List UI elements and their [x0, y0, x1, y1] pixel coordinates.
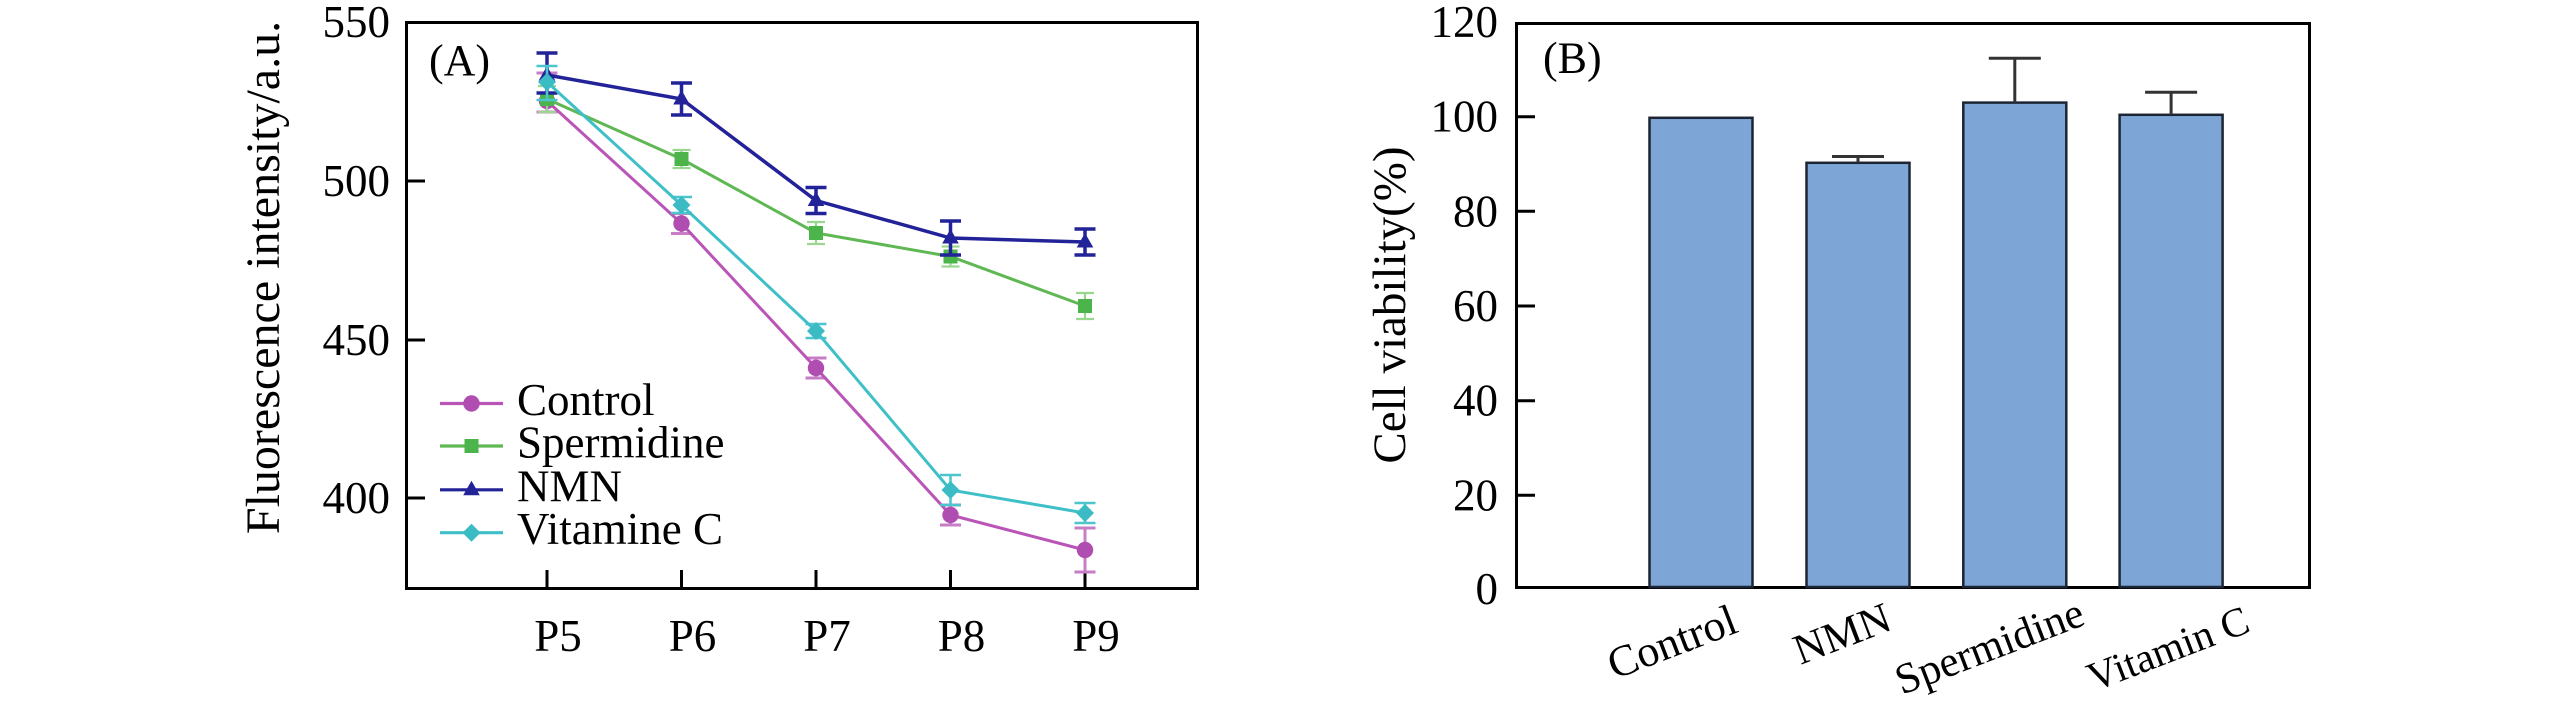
svg-text:400: 400 [323, 473, 391, 523]
svg-text:120: 120 [1431, 0, 1499, 47]
svg-text:P9: P9 [1072, 611, 1120, 661]
svg-text:100: 100 [1431, 92, 1499, 142]
svg-text:(A): (A) [429, 36, 490, 85]
svg-text:0: 0 [1476, 564, 1499, 614]
svg-text:Spermidine: Spermidine [517, 418, 724, 468]
svg-text:40: 40 [1453, 376, 1498, 426]
svg-text:(B): (B) [1543, 34, 1602, 83]
svg-text:550: 550 [323, 0, 391, 47]
svg-text:P7: P7 [803, 611, 851, 661]
svg-text:80: 80 [1453, 186, 1498, 236]
svg-text:Fluorescence intensity/a.u.: Fluorescence intensity/a.u. [237, 21, 290, 534]
svg-text:NMN: NMN [517, 461, 622, 511]
svg-text:500: 500 [323, 156, 391, 206]
svg-text:60: 60 [1453, 281, 1498, 331]
svg-text:P6: P6 [669, 611, 717, 661]
svg-text:P8: P8 [938, 611, 986, 661]
svg-text:P5: P5 [534, 611, 582, 661]
svg-text:Control: Control [517, 375, 655, 425]
svg-text:Vitamine C: Vitamine C [517, 504, 723, 554]
svg-text:20: 20 [1453, 470, 1498, 520]
svg-text:450: 450 [323, 315, 391, 365]
svg-text:Cell viability(%): Cell viability(%) [1364, 146, 1416, 463]
